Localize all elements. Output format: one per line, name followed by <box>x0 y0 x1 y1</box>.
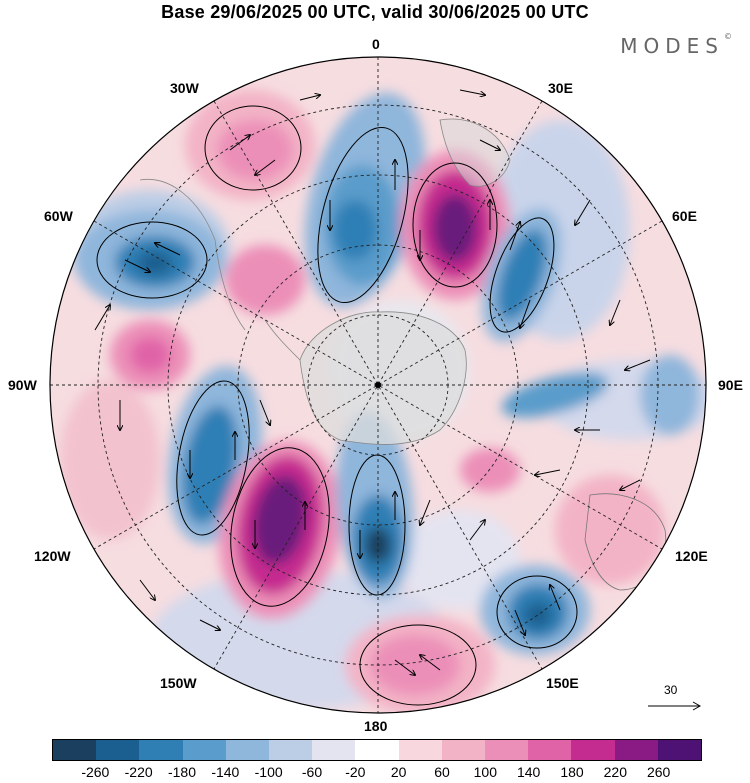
colorbar-swatch <box>182 740 226 760</box>
colorbar-tick-label: -100 <box>254 764 283 780</box>
graticule <box>50 57 706 713</box>
colorbar-swatch <box>225 740 270 760</box>
colorbar-tick-label: 100 <box>473 764 498 780</box>
reference-vector <box>648 701 702 711</box>
lon-label-150w: 150W <box>160 675 197 691</box>
colorbar-swatch <box>528 740 572 760</box>
map-disc-content <box>50 57 706 713</box>
pole-marker <box>375 382 381 388</box>
lon-label-30w: 30W <box>170 80 199 96</box>
colorbar-tick-label: 140 <box>516 764 541 780</box>
map-title: Base 29/06/2025 00 UTC, valid 30/06/2025… <box>161 2 589 22</box>
contours <box>96 105 578 706</box>
antarctic-peninsula <box>264 319 301 361</box>
antarctica-landmass <box>299 311 467 445</box>
colorbar-swatch <box>355 740 399 760</box>
south-america-outline <box>139 178 246 331</box>
colorbar-tick-label: -20 <box>345 764 366 780</box>
lon-label-120e: 120E <box>675 548 708 564</box>
colorbar-tick-label: 220 <box>603 764 628 780</box>
lon-label-150e: 150E <box>546 675 579 691</box>
colorbar-swatch <box>614 740 658 760</box>
lon-label-90e: 90E <box>718 377 743 393</box>
brand-text: MODES <box>620 34 724 58</box>
colorbar-tick-label: -260 <box>81 764 110 780</box>
reference-vector-label: 30 <box>664 683 678 697</box>
lon-label-90w: 90W <box>8 377 37 393</box>
colorbar-tick-label: -140 <box>211 764 240 780</box>
wind-vectors <box>94 89 651 675</box>
colorbar-tick-label: 20 <box>390 764 407 780</box>
colorbar-tick-label: -220 <box>124 764 153 780</box>
colorbar-swatch <box>398 740 442 760</box>
colorbar-swatch <box>571 740 615 760</box>
colorbar-tick-label: 60 <box>434 764 450 780</box>
colorbar-swatch <box>485 740 529 760</box>
lon-label-180: 180 <box>364 718 388 734</box>
modes-logo: MODES© <box>620 32 732 58</box>
colorbar-swatch <box>53 740 97 760</box>
colorbar-swatch <box>269 740 313 760</box>
lon-label-60e: 60E <box>672 208 697 224</box>
lon-label-30e: 30E <box>548 80 573 96</box>
map-border <box>49 56 707 714</box>
colorbar-swatch <box>312 740 356 760</box>
lon-label-60w: 60W <box>44 208 73 224</box>
colorbar-swatch <box>441 740 486 760</box>
colorbar-tick-label: 180 <box>560 764 584 780</box>
colorbar-tick-label: -180 <box>167 764 197 780</box>
copyright-mark: © <box>724 32 732 42</box>
colorbar-tick-label: 260 <box>646 764 671 780</box>
colorbar-swatch <box>96 740 140 760</box>
colorbar-swatch <box>139 740 183 760</box>
colorbar-swatch <box>657 740 702 760</box>
colorbar-tick-label: -60 <box>301 764 323 780</box>
colorbar <box>52 739 702 761</box>
lon-label-0: 0 <box>372 36 380 52</box>
lon-label-120w: 120W <box>34 548 71 564</box>
